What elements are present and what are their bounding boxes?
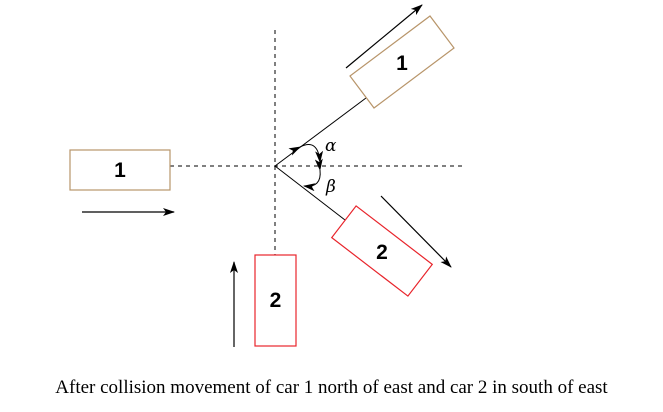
car1-before: 1 bbox=[69, 149, 171, 191]
alpha-arc bbox=[288, 144, 324, 163]
car2-direction-line bbox=[274, 165, 346, 221]
beta-label: β bbox=[325, 177, 336, 197]
car2-before: 2 bbox=[254, 254, 297, 347]
car2-after-label: 2 bbox=[376, 241, 388, 264]
car2-after-arrow bbox=[380, 195, 452, 268]
car1-after-arrow bbox=[345, 4, 423, 69]
car1-direction-line bbox=[274, 94, 371, 167]
car2-after: 2 bbox=[330, 205, 434, 297]
car1-after: 1 bbox=[349, 15, 455, 109]
alpha-label: α bbox=[325, 136, 337, 156]
car1-before-label: 1 bbox=[114, 159, 126, 182]
beta-arc bbox=[303, 158, 323, 192]
car1-after-label: 1 bbox=[396, 52, 408, 75]
car2-before-label: 2 bbox=[270, 289, 282, 312]
figure-caption: After collision movement of car 1 north … bbox=[55, 377, 608, 398]
